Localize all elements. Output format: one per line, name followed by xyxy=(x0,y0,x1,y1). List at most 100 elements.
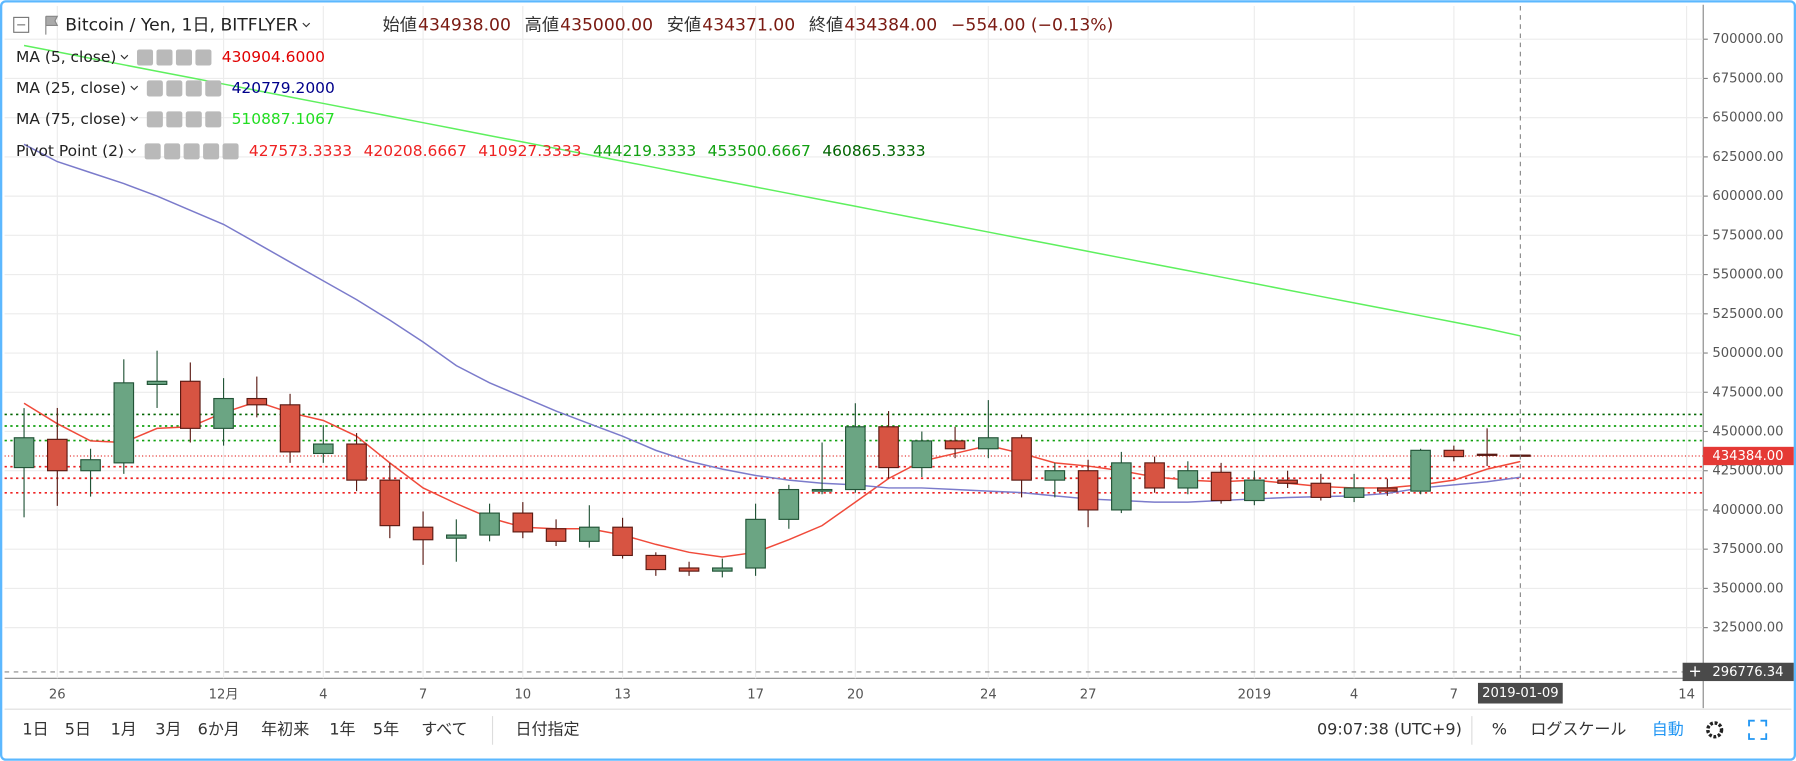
legend-icon[interactable] xyxy=(222,143,239,160)
ohlc-value: 434371.00 xyxy=(702,15,795,35)
legend-icon[interactable] xyxy=(195,49,212,66)
range-button[interactable]: すべて xyxy=(421,719,467,738)
last-price-box xyxy=(1703,446,1794,466)
candle-body xyxy=(745,518,766,569)
legend-name[interactable]: MA (5, close) xyxy=(16,48,116,66)
legend-icon[interactable] xyxy=(164,143,181,160)
candle-body xyxy=(1377,487,1398,492)
y-tick-label: 375000.00 xyxy=(1712,542,1783,557)
candle-body xyxy=(579,526,600,542)
candle-body xyxy=(712,567,733,572)
candle-body xyxy=(545,528,567,542)
candle-body xyxy=(1144,462,1165,489)
y-tick-label: 475000.00 xyxy=(1712,385,1783,400)
candle-body xyxy=(13,437,35,469)
x-tick-label: 7 xyxy=(1450,687,1458,702)
collapse-icon[interactable] xyxy=(13,16,30,33)
legend-value: 430904.6000 xyxy=(222,48,325,66)
y-tick-label: 325000.00 xyxy=(1712,621,1783,636)
candle-body xyxy=(1310,482,1332,498)
legend-icon[interactable] xyxy=(185,80,202,97)
flag-icon[interactable] xyxy=(45,15,59,35)
candle-body xyxy=(811,488,833,492)
percent-button[interactable]: % xyxy=(1492,719,1507,738)
legend-name[interactable]: Pivot Point (2) xyxy=(16,142,124,160)
legend-value: 420779.2000 xyxy=(232,79,335,97)
candle-body xyxy=(180,380,201,429)
fullscreen-button[interactable] xyxy=(1748,719,1768,740)
legend-icon[interactable] xyxy=(203,143,220,160)
candle-body xyxy=(479,512,500,536)
dropdown-icon xyxy=(120,54,129,60)
x-tick-label: 14 xyxy=(1678,687,1695,702)
y-tick-label: 650000.00 xyxy=(1712,111,1783,126)
legend-value: 444219.3333 xyxy=(593,142,696,160)
crosshair-y-box xyxy=(1682,662,1794,682)
legend-name[interactable]: MA (25, close) xyxy=(16,79,126,97)
ma-line xyxy=(23,143,1521,503)
range-button[interactable]: 1月 xyxy=(111,719,137,738)
last-price-label: 434384.00 xyxy=(1712,449,1783,464)
candle-body xyxy=(1343,487,1365,498)
x-tick-label: 4 xyxy=(319,687,327,702)
legend-icon[interactable] xyxy=(144,143,161,160)
legend-icon[interactable] xyxy=(205,80,222,97)
ohlc-value: 435000.00 xyxy=(560,15,653,35)
legend-icon[interactable] xyxy=(166,80,183,97)
range-button[interactable]: 5年 xyxy=(373,719,399,738)
legend-value: 510887.1067 xyxy=(232,110,335,128)
dropdown-icon xyxy=(130,116,139,122)
candle-body xyxy=(1011,437,1032,481)
crosshair-y-label: 296776.34 xyxy=(1712,665,1783,680)
ohlc-label: 終値 xyxy=(809,15,843,35)
legend-icon[interactable] xyxy=(166,111,183,128)
y-tick-label: 625000.00 xyxy=(1712,150,1783,165)
range-button[interactable]: 5日 xyxy=(65,719,91,738)
candle-body xyxy=(778,488,800,520)
log-scale-button[interactable]: ログスケール xyxy=(1530,719,1626,738)
ohlc-label: 高値 xyxy=(525,15,559,35)
crosshair-x-box xyxy=(1477,682,1563,704)
settings-button[interactable] xyxy=(1706,721,1724,739)
legend-icon[interactable] xyxy=(205,111,222,128)
candle-body xyxy=(146,380,168,385)
candle-body xyxy=(1077,470,1099,511)
y-tick-label: 450000.00 xyxy=(1712,424,1783,439)
range-button[interactable]: 年初来 xyxy=(261,719,309,738)
range-button[interactable]: 1日 xyxy=(22,719,48,738)
legend-icon[interactable] xyxy=(185,111,202,128)
candle-body xyxy=(346,443,367,481)
y-tick-label: 700000.00 xyxy=(1712,32,1783,47)
auto-scale-button[interactable]: 自動 xyxy=(1652,719,1684,738)
legend-icon[interactable] xyxy=(136,49,154,66)
legend-icon[interactable] xyxy=(156,49,173,66)
x-tick-label: 10 xyxy=(514,687,531,702)
x-tick-label: 13 xyxy=(614,687,631,702)
candle-body xyxy=(845,426,866,491)
goto-date-button[interactable]: 日付指定 xyxy=(515,719,579,738)
crosshair-plus: + xyxy=(1688,661,1701,680)
legend-value: 427573.3333 xyxy=(249,142,352,160)
candle-body xyxy=(911,440,933,469)
candle-body xyxy=(612,526,633,557)
range-button[interactable]: 6か月 xyxy=(198,719,240,738)
ohlc-value: 434384.00 xyxy=(844,15,937,35)
y-tick-label: 600000.00 xyxy=(1712,189,1783,204)
candle-body xyxy=(1044,470,1066,481)
legend-icon[interactable] xyxy=(183,143,200,160)
symbol-title[interactable]: Bitcoin / Yen, 1日, BITFLYER xyxy=(65,15,298,35)
legend-name[interactable]: MA (75, close) xyxy=(16,110,126,128)
y-tick-label: 525000.00 xyxy=(1712,307,1783,322)
legend-icon[interactable] xyxy=(146,80,163,97)
candle-body xyxy=(1476,453,1498,456)
candle-body xyxy=(246,397,268,406)
candle-body xyxy=(1210,471,1232,502)
legend-icon[interactable] xyxy=(175,49,192,66)
range-button[interactable]: 1年 xyxy=(329,719,355,738)
legend-value: 453500.6667 xyxy=(708,142,811,160)
legend-icon[interactable] xyxy=(146,111,163,128)
candle-body xyxy=(46,438,68,472)
range-button[interactable]: 3月 xyxy=(155,719,181,738)
candle-body xyxy=(978,437,999,450)
